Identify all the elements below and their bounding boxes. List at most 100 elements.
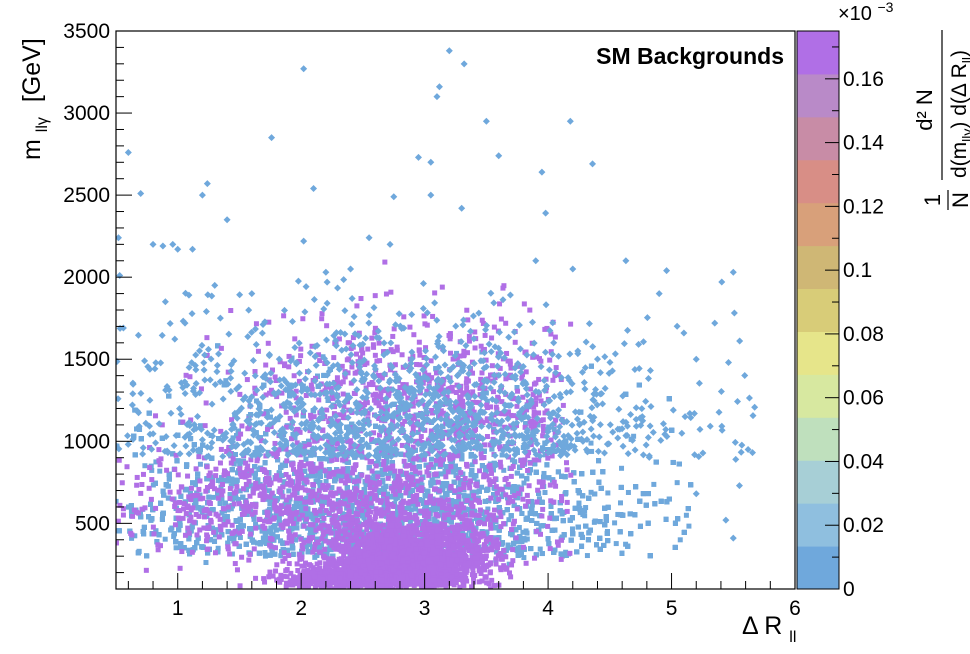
density-cell bbox=[237, 535, 243, 541]
density-cell bbox=[588, 489, 594, 495]
density-cell bbox=[420, 498, 426, 504]
density-cell bbox=[157, 468, 163, 474]
density-cell bbox=[588, 440, 594, 446]
density-cell bbox=[128, 508, 134, 514]
density-cell bbox=[408, 507, 414, 513]
density-cell bbox=[173, 545, 179, 551]
density-cell bbox=[541, 470, 547, 476]
density-cell bbox=[132, 533, 138, 539]
density-cell bbox=[625, 489, 631, 495]
density-cell bbox=[323, 478, 329, 484]
density-cell bbox=[473, 489, 479, 495]
density-cell bbox=[299, 515, 305, 521]
density-cell bbox=[677, 537, 683, 543]
density-cell bbox=[255, 540, 261, 546]
density-cell bbox=[329, 485, 335, 491]
density-cell bbox=[278, 553, 284, 559]
density-cell bbox=[479, 484, 485, 490]
density-cell bbox=[651, 481, 657, 487]
density-cell bbox=[499, 452, 505, 458]
density-cell bbox=[317, 483, 323, 489]
density-cell bbox=[380, 479, 386, 485]
density-cell bbox=[377, 461, 383, 467]
density-cell bbox=[254, 445, 260, 451]
density-cell bbox=[563, 549, 569, 555]
density-cell bbox=[142, 463, 148, 469]
density-cell bbox=[307, 532, 313, 538]
density-cell bbox=[215, 545, 221, 551]
density-cell bbox=[338, 451, 344, 457]
density-cell bbox=[273, 527, 279, 533]
density-cell bbox=[153, 459, 159, 465]
density-cell bbox=[537, 546, 543, 552]
density-cell bbox=[203, 560, 209, 566]
density-cell bbox=[584, 553, 590, 559]
density-cell bbox=[191, 502, 197, 508]
density-cell bbox=[485, 506, 491, 512]
density-cell bbox=[228, 506, 234, 512]
density-cell bbox=[497, 421, 503, 427]
density-cell bbox=[454, 350, 460, 356]
density-cell bbox=[279, 473, 285, 479]
density-cell bbox=[253, 521, 259, 527]
density-cell bbox=[516, 525, 522, 531]
density-cell bbox=[171, 533, 177, 539]
density-cell bbox=[605, 490, 611, 496]
density-cell bbox=[428, 456, 434, 462]
density-cell bbox=[129, 535, 135, 541]
density-cell bbox=[500, 490, 506, 496]
density-cell bbox=[499, 494, 505, 500]
density-cell bbox=[577, 510, 583, 516]
density-cell bbox=[281, 479, 287, 485]
density-cell bbox=[506, 517, 512, 523]
density-cell bbox=[613, 541, 619, 547]
scatter-layer bbox=[116, 47, 759, 589]
density-cell bbox=[520, 445, 526, 451]
density-cell bbox=[223, 378, 229, 384]
density-cell bbox=[521, 480, 527, 486]
density-cell bbox=[296, 498, 302, 504]
density-cell bbox=[238, 522, 244, 528]
density-cell bbox=[253, 398, 259, 404]
density-cell bbox=[237, 488, 243, 494]
density-cell bbox=[312, 473, 318, 479]
density-cell bbox=[469, 462, 475, 468]
density-cell bbox=[195, 495, 201, 501]
density-cell bbox=[149, 467, 155, 473]
density-cell bbox=[375, 470, 381, 476]
density-cell bbox=[619, 465, 625, 471]
density-cell bbox=[484, 529, 490, 535]
density-cell bbox=[230, 435, 236, 441]
density-cell bbox=[213, 527, 219, 533]
density-cell bbox=[569, 526, 575, 532]
density-cell bbox=[524, 536, 530, 542]
density-cell bbox=[210, 494, 216, 500]
density-cell bbox=[116, 498, 119, 504]
density-cell bbox=[683, 512, 689, 518]
density-cell bbox=[266, 488, 272, 494]
density-cell bbox=[229, 551, 235, 557]
density-cell bbox=[340, 511, 346, 517]
density-cell bbox=[162, 536, 168, 542]
density-cell bbox=[686, 523, 692, 529]
density-cell bbox=[583, 505, 589, 511]
density-cell bbox=[589, 448, 595, 454]
density-cell bbox=[328, 547, 334, 553]
density-cell bbox=[521, 555, 527, 561]
density-cell bbox=[197, 461, 203, 467]
density-cell bbox=[415, 429, 421, 435]
density-cell bbox=[493, 549, 499, 555]
density-cell bbox=[501, 467, 507, 473]
density-cell bbox=[484, 398, 490, 404]
density-cell bbox=[520, 529, 526, 535]
density-cell bbox=[252, 474, 258, 480]
density-cell bbox=[612, 520, 618, 526]
density-cell bbox=[674, 480, 680, 486]
density-cell bbox=[442, 387, 448, 393]
density-cell bbox=[617, 500, 623, 506]
density-cell bbox=[268, 513, 274, 519]
density-cell bbox=[551, 426, 557, 432]
density-cell bbox=[192, 482, 198, 488]
density-cell bbox=[286, 488, 292, 494]
